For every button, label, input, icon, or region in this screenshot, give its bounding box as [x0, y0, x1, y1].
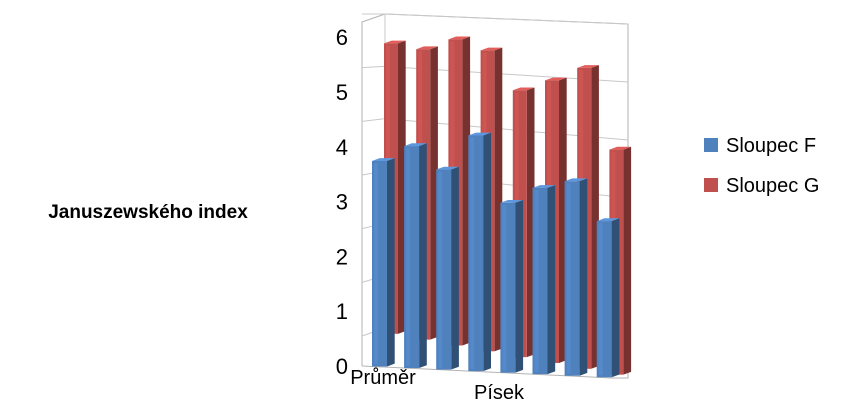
bar-series-f-side — [579, 178, 588, 376]
bar-series-g-side — [462, 36, 471, 346]
bar-series-g-top — [416, 46, 438, 50]
bar-series-f — [404, 143, 427, 369]
bar-series-f-highlight — [534, 189, 539, 373]
bar-series-f-top — [404, 143, 427, 147]
bar-series-f-side — [515, 199, 524, 373]
legend-label: Sloupec F — [726, 135, 816, 157]
bar-series-f-top — [468, 132, 491, 136]
bar-series-g-top — [448, 36, 471, 40]
bar-series-g-side — [494, 47, 503, 352]
y-axis-label: Januszewského index — [48, 202, 248, 223]
bar-series-f-side — [483, 132, 491, 372]
bar-series-f-side — [387, 158, 395, 367]
bar-series-g-top — [577, 65, 599, 68]
bar-series-f — [564, 178, 588, 376]
bar-series-g-top — [384, 40, 406, 44]
grid-line-side — [361, 65, 386, 69]
bar-series-f-top — [596, 218, 620, 222]
y-tick-label: 1 — [336, 299, 348, 324]
bar-series-f-highlight — [470, 137, 475, 370]
bar-series-f-side — [451, 166, 459, 370]
grid-line-side — [361, 118, 386, 122]
bar-series-g-side — [430, 46, 438, 340]
bar-series-g-top — [545, 77, 567, 81]
legend-swatch — [704, 138, 718, 152]
bar-series-f — [532, 185, 556, 375]
bar-series-f-top — [500, 199, 524, 203]
bar-series-f — [436, 166, 459, 370]
y-tick-label: 5 — [336, 80, 348, 105]
bar-series-f-highlight — [406, 148, 411, 367]
bar-series-f — [468, 132, 491, 372]
legend-swatch — [704, 178, 718, 192]
y-tick-label: 4 — [336, 135, 348, 160]
bar-series-g-top — [512, 87, 535, 91]
legend: Sloupec F Sloupec G — [704, 135, 819, 197]
bar-series-f-side — [611, 218, 620, 378]
bar-series-f-highlight — [374, 162, 378, 365]
bar-series-f-side — [547, 185, 556, 375]
bar-series-f-highlight — [598, 223, 603, 376]
y-axis-ticks: 0 1 2 3 4 5 6 — [336, 25, 348, 379]
y-tick-label: 2 — [336, 244, 348, 269]
y-tick-label: 0 — [336, 354, 348, 379]
bar-series-f-top — [564, 178, 588, 182]
bar-series-f — [372, 158, 395, 367]
bar-series-g-side — [623, 146, 632, 375]
bar-series-f — [596, 218, 620, 378]
bar-series-g-top — [609, 146, 632, 150]
bar-series-f-highlight — [438, 171, 443, 368]
bar-series-f — [500, 199, 524, 373]
bar-series-g-top — [480, 47, 503, 51]
y-tick-label: 6 — [336, 25, 348, 50]
bar-series-g-side — [398, 40, 406, 334]
legend-label: Sloupec G — [726, 175, 819, 197]
bar-series-f-top — [436, 166, 459, 170]
bar-series-f-highlight — [566, 183, 571, 374]
bar-series-f-top — [532, 185, 556, 188]
x-axis-ticks: Průměr Písek — [350, 367, 525, 404]
y-tick-label: 3 — [336, 190, 348, 215]
bar-series-f-top — [372, 158, 395, 161]
bars — [372, 36, 632, 378]
floor-front-edge — [361, 365, 613, 379]
grid-line — [384, 13, 629, 25]
x-tick-label: Průměr — [350, 367, 416, 389]
bar-series-f-highlight — [502, 204, 507, 371]
x-tick-label: Písek — [474, 382, 525, 403]
bar-series-f-side — [419, 143, 427, 369]
